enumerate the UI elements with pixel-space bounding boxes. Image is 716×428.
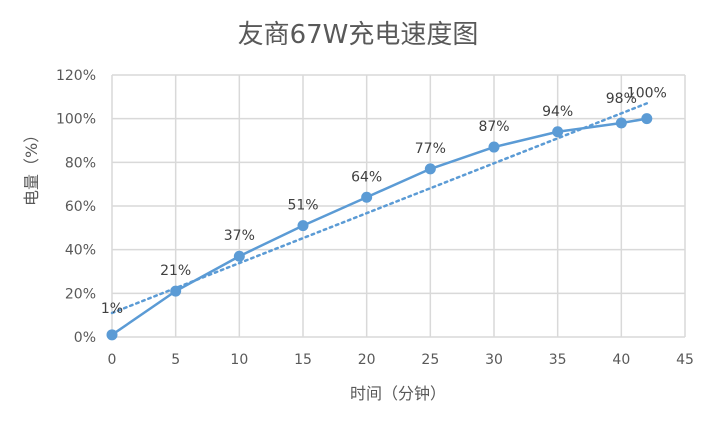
- data-point-marker: [488, 141, 500, 153]
- data-series-line: [111, 117, 648, 336]
- x-tick-label: 40: [612, 352, 630, 368]
- trendline: [110, 102, 649, 315]
- y-tick-label: 100%: [56, 112, 96, 128]
- x-tick-label: 20: [358, 352, 376, 368]
- data-point-marker: [106, 329, 118, 341]
- x-tick-label: 0: [108, 352, 117, 368]
- data-point-marker: [170, 285, 182, 297]
- data-label: 98%: [606, 91, 637, 107]
- x-axis-title: 时间（分钟）: [349, 384, 446, 403]
- y-tick-label: 80%: [65, 155, 96, 171]
- data-point-marker: [361, 191, 373, 203]
- data-label: 100%: [627, 86, 667, 102]
- y-tick-label: 20%: [65, 286, 96, 302]
- data-point-marker: [552, 126, 564, 138]
- y-tick-label: 40%: [65, 243, 96, 259]
- y-tick-label: 0%: [74, 330, 96, 346]
- y-tick-label: 120%: [56, 68, 96, 84]
- y-axis-title: 电量（%）: [22, 126, 41, 206]
- data-label: 64%: [351, 169, 382, 185]
- data-label: 94%: [542, 104, 573, 120]
- x-tick-label: 10: [230, 352, 248, 368]
- data-point-marker: [615, 117, 627, 129]
- data-point-marker: [641, 113, 653, 125]
- x-tick-label: 5: [171, 352, 180, 368]
- chart-title: 友商67W充电速度图: [237, 20, 479, 50]
- data-label: 77%: [415, 141, 446, 157]
- x-tick-label: 45: [676, 352, 694, 368]
- x-tick-label: 35: [549, 352, 567, 368]
- data-point-marker: [297, 220, 309, 232]
- data-label: 87%: [478, 119, 509, 135]
- data-label: 21%: [160, 263, 191, 279]
- data-point-marker: [424, 163, 436, 175]
- y-tick-label: 60%: [65, 199, 96, 215]
- data-point-marker: [233, 250, 245, 262]
- data-label: 37%: [224, 228, 255, 244]
- data-label: 51%: [287, 198, 318, 214]
- x-tick-label: 15: [294, 352, 312, 368]
- x-tick-label: 30: [485, 352, 503, 368]
- data-label: 1%: [101, 301, 123, 317]
- x-tick-label: 25: [421, 352, 439, 368]
